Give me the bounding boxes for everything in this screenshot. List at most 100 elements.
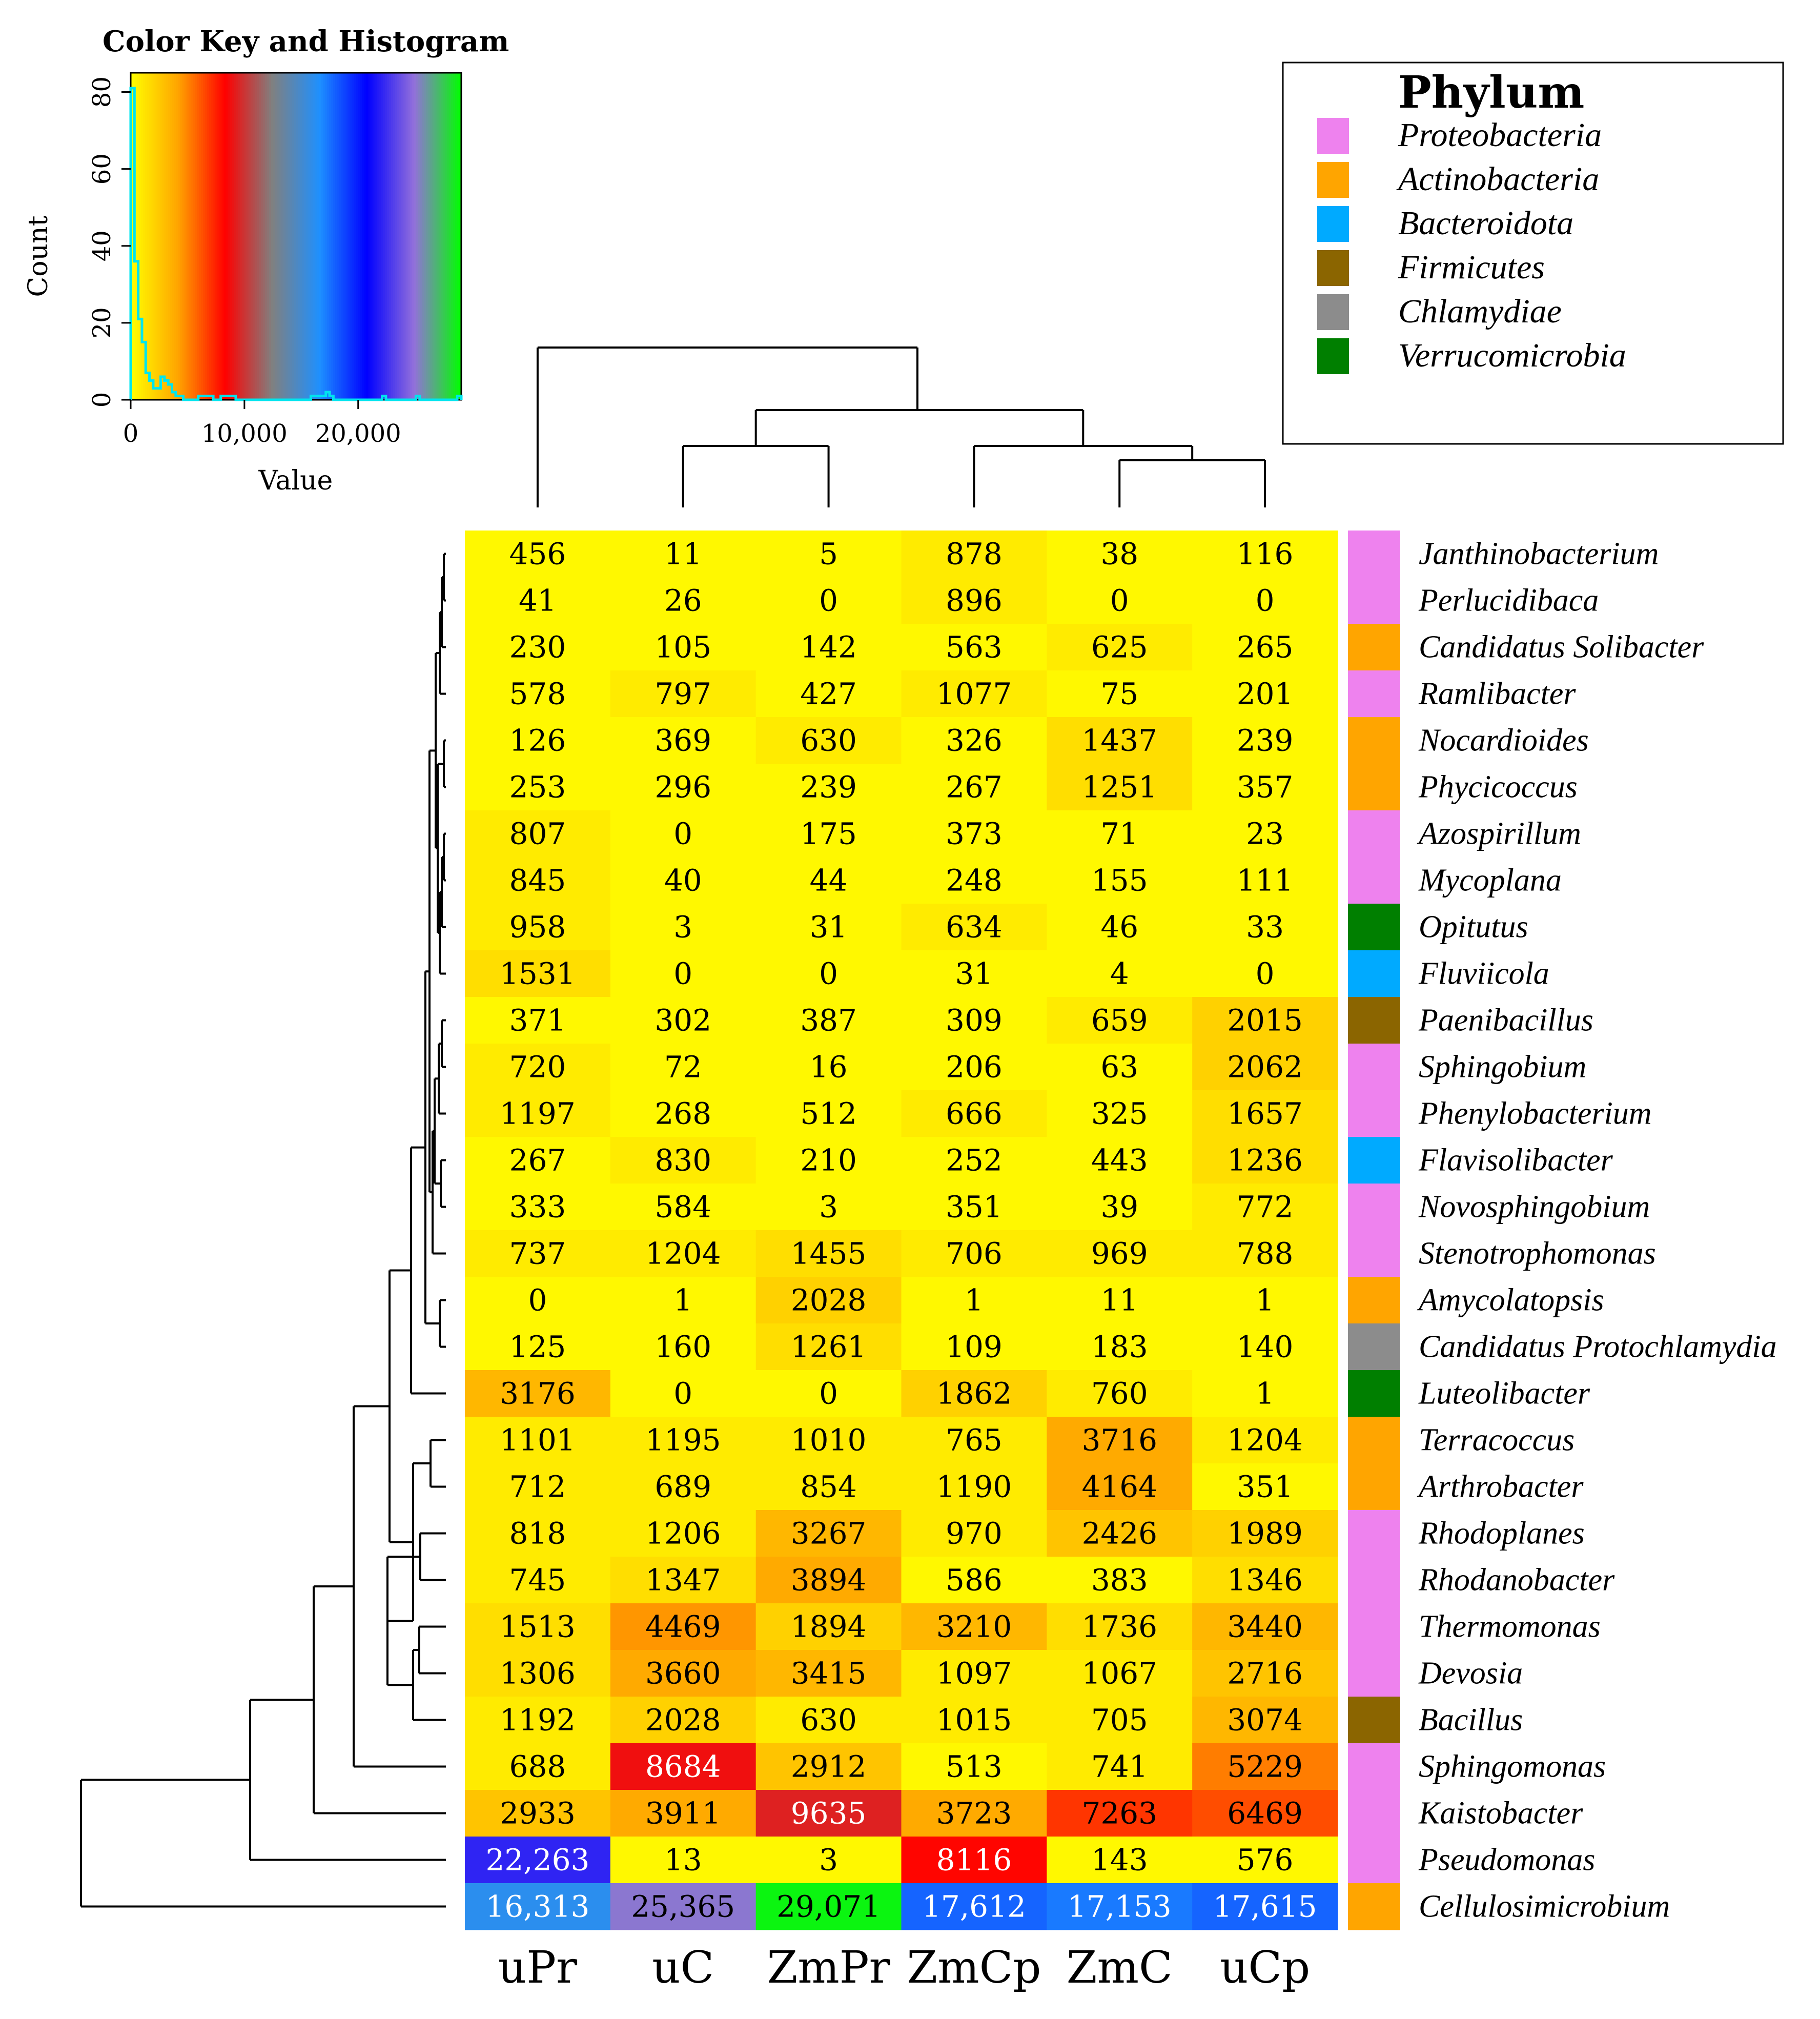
heatmap-cell (755, 531, 902, 578)
row-label: Rhodoplanes (1418, 1516, 1585, 1551)
color-key-gradient-step (215, 73, 218, 400)
color-key-gradient-step (277, 73, 280, 400)
heatmap-cell (1192, 531, 1338, 578)
color-key-gradient-step (356, 73, 359, 400)
heatmap-cell (465, 1044, 611, 1091)
color-key-gradient-step (234, 73, 237, 400)
heatmap-cell (1192, 950, 1338, 997)
color-key-gradient-step (395, 73, 398, 400)
phylum-bar-segment (1348, 1603, 1400, 1650)
y-tick-label: 60 (88, 153, 116, 185)
row-label: Sphingobium (1419, 1050, 1586, 1085)
heatmap-cell (1047, 764, 1193, 811)
heatmap-cell (1047, 1697, 1193, 1744)
heatmap-cell (1192, 1557, 1338, 1604)
cell-value-label: 7263 (1081, 1796, 1157, 1831)
heatmap-cell (465, 857, 611, 904)
cell-value-label: 210 (800, 1143, 857, 1178)
heatmap-cell (755, 857, 902, 904)
color-key-gradient-step (163, 73, 167, 400)
heatmap-cell (1192, 810, 1338, 858)
cell-value-label: 1894 (791, 1609, 867, 1644)
heatmap-cell (901, 1510, 1047, 1557)
cell-value-label: 373 (946, 817, 1003, 851)
cell-value-label: 3415 (791, 1656, 867, 1691)
cell-value-label: 1236 (1227, 1143, 1303, 1178)
color-key-gradient-step (370, 73, 373, 400)
heatmap-cell (755, 624, 902, 671)
cell-value-label: 1101 (500, 1423, 576, 1458)
heatmap-cell (755, 1790, 902, 1837)
color-key-gradient-step (145, 73, 148, 400)
color-key-gradient-step (318, 73, 321, 400)
heatmap-cell (610, 764, 756, 811)
cell-value-label: 788 (1237, 1236, 1294, 1271)
color-key-gradient-step (213, 73, 216, 400)
cell-value-label: 143 (1091, 1843, 1148, 1878)
color-key-gradient-step (296, 73, 299, 400)
cell-value-label: 1862 (936, 1376, 1012, 1411)
color-key: Color Key and Histogram 0 10,000 20,000 0 20… (23, 25, 509, 496)
row-label: Rhodanobacter (1418, 1563, 1615, 1598)
cell-value-label: 1657 (1227, 1096, 1303, 1131)
color-key-gradient-step (281, 73, 284, 400)
heatmap-cell (901, 764, 1047, 811)
cell-value-label: 111 (1237, 863, 1294, 898)
cell-value-label: 1015 (936, 1703, 1012, 1738)
heatmap-cell (901, 1417, 1047, 1464)
color-key-gradient-step (426, 73, 429, 400)
heatmap-cell (1047, 1883, 1193, 1930)
heatmap-cell (465, 1790, 611, 1837)
cell-value-label: 8116 (936, 1843, 1012, 1878)
color-key-gradient-step (382, 73, 385, 400)
color-key-gradient-step (265, 73, 268, 400)
phylum-bar-segment (1348, 1370, 1400, 1417)
color-key-gradient-step (397, 73, 400, 400)
color-key-gradient-step (172, 73, 175, 400)
cell-value-label: 0 (819, 583, 838, 618)
cell-value-label: 1204 (1227, 1423, 1303, 1458)
heatmap-cell (901, 1603, 1047, 1650)
cell-value-label: 666 (946, 1096, 1003, 1131)
heatmap-cell (465, 670, 611, 718)
cell-value-label: 31 (955, 956, 993, 991)
cell-value-label: 72 (664, 1050, 702, 1085)
color-key-gradient-step (391, 73, 394, 400)
cell-value-label: 160 (655, 1330, 711, 1364)
cell-value-label: 586 (946, 1563, 1003, 1598)
heatmap-cell (465, 577, 611, 624)
heatmap-cell (901, 1090, 1047, 1137)
color-key-gradient-step (352, 73, 355, 400)
color-key-gradient-step (358, 73, 361, 400)
heatmap-cell (755, 1557, 902, 1604)
color-key-gradient-step (384, 73, 387, 400)
heatmap-cell (901, 531, 1047, 578)
heatmap-cell (1047, 1184, 1193, 1231)
phylum-bar-segment (1348, 1417, 1400, 1464)
legend-box (1282, 62, 1784, 445)
y-tick-label: 0 (88, 392, 116, 408)
cell-value-label: 351 (946, 1190, 1003, 1225)
phylum-bar-segment (1348, 1650, 1400, 1697)
phylum-bar-segment (1348, 1463, 1400, 1511)
cell-value-label: 845 (509, 863, 566, 898)
cell-value-label: 71 (1100, 817, 1138, 851)
color-key-gradient-step (412, 73, 415, 400)
color-key-gradient-step (362, 73, 365, 400)
color-key-gradient-step (155, 73, 158, 400)
cell-value-label: 1067 (1081, 1656, 1157, 1691)
color-key-gradient-step (246, 73, 249, 400)
color-key-gradient-step (428, 73, 431, 400)
phylum-bar-segment (1348, 1510, 1400, 1557)
color-key-gradient-step (275, 73, 278, 400)
row-label: Opitutus (1419, 910, 1528, 945)
color-key-gradient-step (459, 73, 462, 400)
heatmap-cell (901, 1137, 1047, 1184)
heatmap-cell (1192, 857, 1338, 904)
color-key-gradient-step (209, 73, 212, 400)
cell-value-label: 0 (819, 1376, 838, 1411)
heatmap-cell (901, 810, 1047, 858)
color-key-gradient-step (339, 73, 342, 400)
color-key-gradient-step (279, 73, 282, 400)
heatmap-cell (901, 1044, 1047, 1091)
